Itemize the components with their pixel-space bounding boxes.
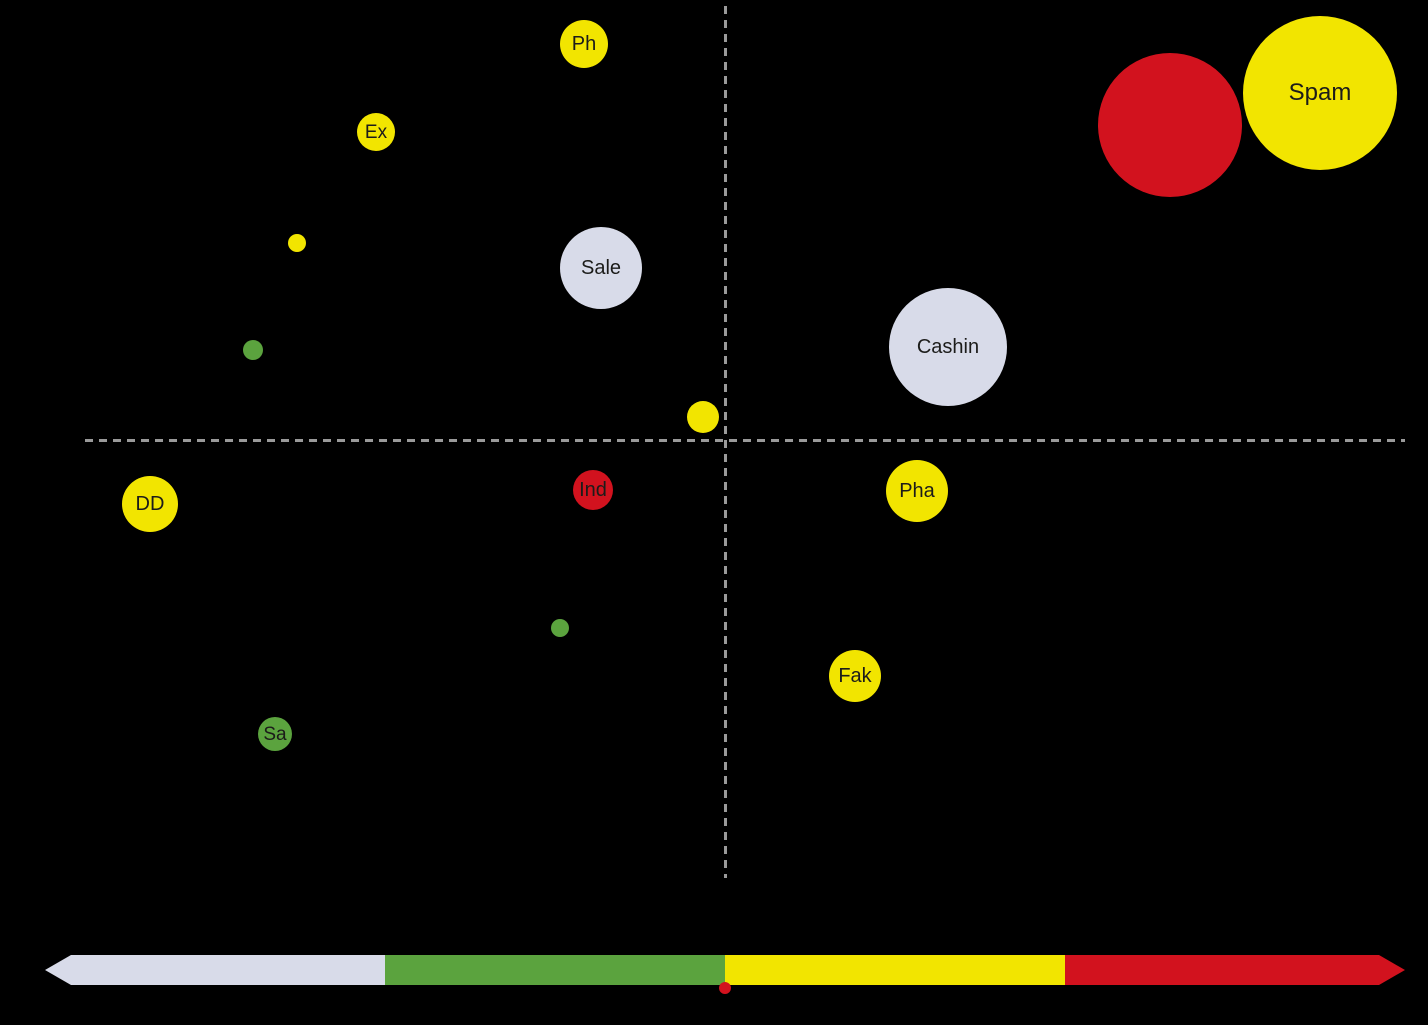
bubble-sale[interactable]: Sale [560, 227, 642, 309]
vertical-reference-line [724, 6, 727, 878]
bubble-label: Ex [364, 121, 388, 143]
bubble-cashin[interactable]: Cashin [889, 288, 1007, 406]
bubble-fak[interactable]: Fak [829, 650, 881, 702]
bubble-label: Spam [1288, 79, 1352, 106]
bubble-label: Ind [579, 479, 607, 501]
bubble-label: Cashin [916, 336, 980, 358]
severity-scale-bar [45, 955, 1405, 985]
bubble-ex[interactable]: Ex [357, 113, 395, 151]
bubble-label: DD [135, 493, 165, 515]
scale-marker-dot [719, 982, 731, 994]
bubble-label: Sale [580, 257, 622, 279]
bubble-label: Ph [571, 33, 597, 55]
scale-segment-lavender [45, 955, 385, 985]
bubble-label: Sa [263, 723, 287, 745]
scale-segment-green [385, 955, 725, 985]
bubble-dot-4[interactable] [243, 340, 263, 360]
bubble-ind[interactable]: Ind [573, 470, 613, 510]
bubble-sa[interactable]: Sa [258, 717, 292, 751]
bubble-label: Pha [899, 480, 935, 502]
bubble-dot-2[interactable] [288, 234, 306, 252]
bubble-dot-12[interactable] [551, 619, 569, 637]
bubble-label: Fak [838, 665, 872, 687]
horizontal-reference-line [85, 439, 1405, 442]
bubble-ph[interactable]: Ph [560, 20, 608, 68]
scale-segment-red [1065, 955, 1405, 985]
bubble-dd[interactable]: DD [122, 476, 178, 532]
bubble-dot-5[interactable] [1098, 53, 1242, 197]
scale-segment-yellow [725, 955, 1065, 985]
bubble-dot-8[interactable] [687, 401, 719, 433]
bubble-pha[interactable]: Pha [886, 460, 948, 522]
bubble-spam[interactable]: Spam [1243, 16, 1397, 170]
